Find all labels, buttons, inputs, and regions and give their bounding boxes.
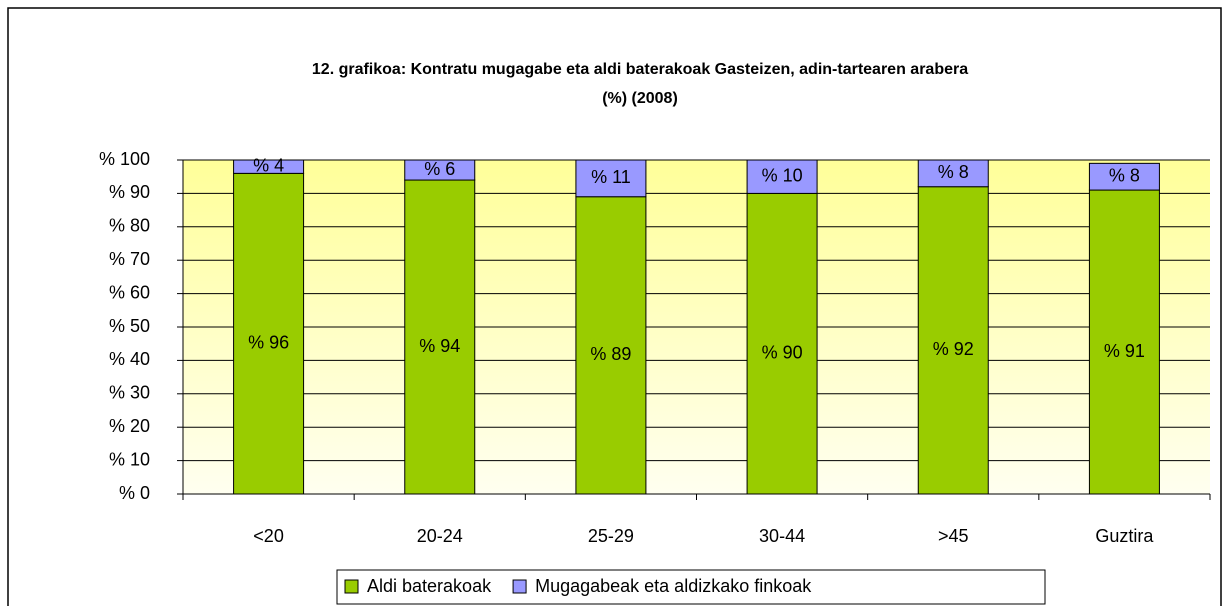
data-label: % 10 bbox=[762, 165, 803, 185]
data-label: % 89 bbox=[590, 344, 631, 364]
bar-segment bbox=[575, 159, 647, 198]
data-label: % 96 bbox=[248, 332, 289, 352]
data-label: % 8 bbox=[938, 162, 969, 182]
bar-segment bbox=[917, 186, 989, 495]
bar-segment bbox=[233, 159, 305, 174]
chart-title: (%) (2008) bbox=[602, 90, 678, 107]
y-tick-label: % 50 bbox=[109, 316, 150, 336]
y-tick-label: % 40 bbox=[109, 349, 150, 369]
bar-segment bbox=[575, 196, 647, 495]
data-label: % 90 bbox=[762, 342, 803, 362]
y-tick-label: % 70 bbox=[109, 249, 150, 269]
bar-segment bbox=[746, 192, 818, 495]
legend-swatch bbox=[344, 579, 359, 594]
legend-label: Mugagabeak eta aldizkako finkoak bbox=[535, 576, 812, 596]
data-label: % 8 bbox=[1109, 165, 1140, 185]
y-tick-label: % 0 bbox=[119, 483, 150, 503]
data-label: % 91 bbox=[1104, 341, 1145, 361]
data-label: % 94 bbox=[419, 336, 460, 356]
bar-segment bbox=[746, 159, 818, 194]
x-tick-label: >45 bbox=[938, 526, 969, 546]
data-label: % 11 bbox=[591, 167, 631, 187]
y-tick-label: % 100 bbox=[99, 149, 150, 169]
legend-label: Aldi baterakoak bbox=[367, 576, 492, 596]
x-tick-label: <20 bbox=[253, 526, 284, 546]
bar-segment bbox=[917, 159, 989, 188]
legend-box bbox=[336, 569, 1046, 605]
x-tick-label: 25-29 bbox=[588, 526, 634, 546]
data-label: % 4 bbox=[253, 155, 284, 175]
chart-title: 12. grafikoa: Kontratu mugagabe eta aldi… bbox=[312, 61, 968, 78]
bar-segment bbox=[1088, 162, 1160, 191]
y-tick-label: % 90 bbox=[109, 182, 150, 202]
y-tick-label: % 20 bbox=[109, 416, 150, 436]
x-tick-label: 20-24 bbox=[417, 526, 463, 546]
bar-segment bbox=[233, 172, 305, 495]
y-tick-label: % 10 bbox=[109, 449, 150, 469]
y-tick-label: % 60 bbox=[109, 282, 150, 302]
data-label: % 6 bbox=[424, 159, 455, 179]
y-tick-label: % 30 bbox=[109, 383, 150, 403]
bar-segment bbox=[404, 159, 476, 181]
x-tick-label: 30-44 bbox=[759, 526, 805, 546]
y-tick-label: % 80 bbox=[109, 216, 150, 236]
data-label: % 92 bbox=[933, 339, 974, 359]
bar-segment bbox=[1088, 189, 1160, 495]
x-tick-label: Guztira bbox=[1095, 526, 1154, 546]
legend-swatch bbox=[512, 579, 527, 594]
bar-segment bbox=[404, 179, 476, 495]
